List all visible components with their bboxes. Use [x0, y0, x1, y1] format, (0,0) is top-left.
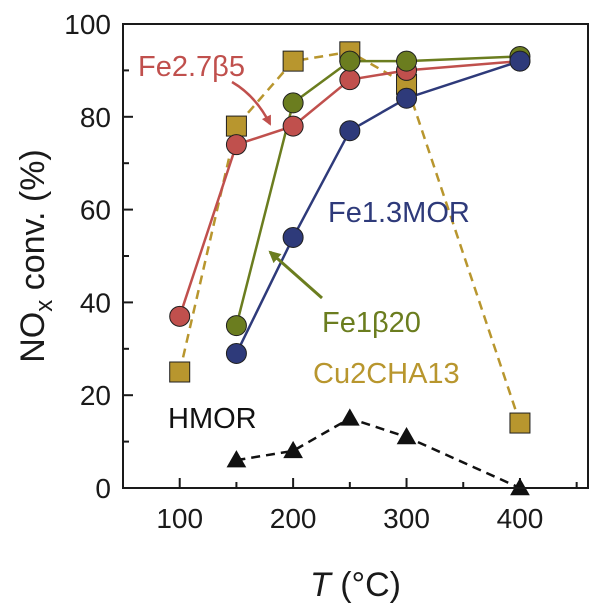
data-point-fe1-3mor [339, 120, 361, 142]
data-point-fe2-7-5 [225, 134, 247, 156]
y-axis-label-main: NO [14, 312, 52, 363]
data-point-fe2-7-5 [169, 305, 191, 327]
x-tick-label: 300 [383, 503, 430, 534]
plot-frame [122, 23, 589, 489]
series-markers [169, 41, 531, 496]
data-point-cu2cha13 [169, 361, 191, 383]
data-point-fe1-3mor [225, 342, 247, 364]
data-point-hmor [510, 477, 530, 496]
data-point-fe1-3mor [509, 50, 531, 72]
series-line-hmor [236, 417, 521, 490]
x-tick-label: 200 [270, 503, 317, 534]
fe1b20-pointer-arrow [268, 250, 323, 300]
data-point-fe1-20 [282, 92, 304, 114]
data-point-cu2cha13 [225, 115, 247, 137]
data-point-fe1-3mor [396, 87, 418, 109]
data-point-fe1-20 [225, 315, 247, 337]
data-point-fe1-3mor [282, 226, 304, 248]
y-tick-label: 80 [80, 102, 111, 133]
data-point-cu2cha13 [282, 50, 304, 72]
series-line-fe1-20 [235, 55, 521, 326]
data-point-hmor [396, 426, 417, 445]
series-label-cu2cha13: Cu2CHA13 [313, 358, 460, 390]
y-tick-label: 0 [95, 473, 111, 504]
series-labels: Cu2CHA13 Fe2.7β5 Fe1β20 Fe1.3MOR HMOR [138, 51, 470, 435]
series-label-fe1-3mor: Fe1.3MOR [328, 197, 470, 229]
x-tick-label: 400 [497, 503, 544, 534]
y-tick-label: 20 [80, 380, 111, 411]
series-line-cu2cha13 [178, 50, 522, 424]
series-label-hmor: HMOR [168, 403, 257, 435]
tick-labels: 100 200 300 400 0 20 40 60 80 100 [64, 9, 543, 534]
data-point-fe2-7-5 [339, 69, 361, 91]
data-point-hmor [283, 440, 303, 459]
series-line-fe2-7-5 [178, 59, 521, 317]
y-tick-label: 60 [80, 195, 111, 226]
y-axis-label-rest: conv. (%) [14, 149, 52, 300]
x-axis-label-unit: (°C) [331, 566, 401, 604]
data-point-fe1-20 [396, 50, 418, 72]
series-annotations [231, 80, 323, 300]
data-point-hmor [339, 408, 360, 426]
fe27b5-pointer-arrow [231, 80, 272, 126]
y-tick-label: 100 [64, 9, 111, 40]
data-point-fe1-20 [339, 50, 361, 72]
y-tick-label: 40 [80, 287, 111, 318]
x-tick-label: 100 [156, 503, 203, 534]
y-axis-label: NOx conv. (%) [14, 149, 58, 363]
y-axis-label-subscript: x [31, 300, 58, 312]
series-label-fe2-7-5: Fe2.7β5 [138, 51, 245, 83]
data-point-hmor [226, 450, 247, 468]
data-point-fe2-7-5 [282, 115, 304, 137]
series-label-fe1-20: Fe1β20 [322, 307, 421, 339]
data-point-cu2cha13 [509, 412, 531, 434]
x-axis-label-symbol: T [310, 566, 333, 604]
x-axis-label: T (°C) [310, 566, 401, 604]
